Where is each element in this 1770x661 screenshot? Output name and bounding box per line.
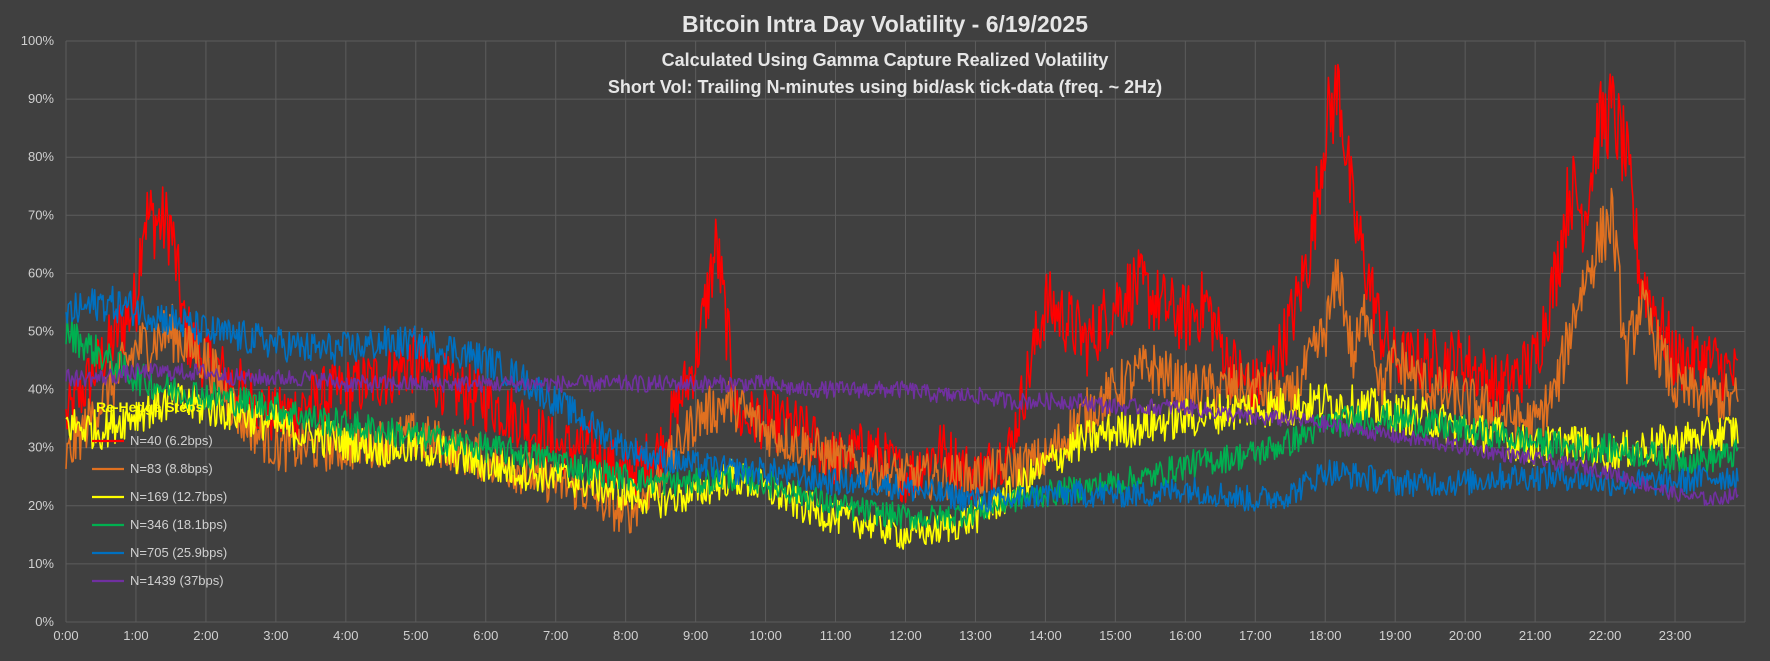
y-tick-label: 100% — [21, 33, 55, 48]
x-tick-label: 13:00 — [959, 628, 992, 643]
x-tick-label: 20:00 — [1449, 628, 1482, 643]
legend-label: N=83 (8.8bps) — [130, 461, 213, 476]
legend: Re-Hedge Steps N=40 (6.2bps) N=83 (8.8bps… — [92, 399, 227, 588]
x-tick-label: 12:00 — [889, 628, 922, 643]
x-tick-label: 15:00 — [1099, 628, 1132, 643]
series-line-n-83-8-8bps- — [65, 187, 1739, 534]
legend-label: N=1439 (37bps) — [130, 573, 224, 588]
grid-layer — [65, 40, 1746, 623]
series-line-n-346-18-1bps- — [65, 318, 1739, 530]
x-tick-label: 18:00 — [1309, 628, 1342, 643]
x-tick-label: 0:00 — [53, 628, 78, 643]
x-tick-label: 21:00 — [1519, 628, 1552, 643]
series-line-n-1439-37bps- — [65, 362, 1739, 507]
x-tick-label: 17:00 — [1239, 628, 1272, 643]
y-tick-label: 40% — [28, 382, 54, 397]
y-tick-label: 70% — [28, 207, 54, 222]
legend-items: N=40 (6.2bps) N=83 (8.8bps) N=169 (12.7bps… — [92, 433, 227, 588]
y-tick-label: 90% — [28, 91, 54, 106]
legend-label: N=169 (12.7bps) — [130, 489, 227, 504]
y-tick-label: 10% — [28, 556, 54, 571]
x-tick-label: 6:00 — [473, 628, 498, 643]
x-tick-label: 3:00 — [263, 628, 288, 643]
x-tick-label: 14:00 — [1029, 628, 1062, 643]
chart-title: Bitcoin Intra Day Volatility - 6/19/2025 — [682, 11, 1088, 37]
x-tick-label: 2:00 — [193, 628, 218, 643]
x-tick-label: 22:00 — [1589, 628, 1622, 643]
x-tick-label: 9:00 — [683, 628, 708, 643]
series-layer — [65, 63, 1739, 550]
legend-label: N=346 (18.1bps) — [130, 517, 227, 532]
x-tick-label: 7:00 — [543, 628, 568, 643]
legend-label: N=40 (6.2bps) — [130, 433, 213, 448]
y-tick-label: 20% — [28, 498, 54, 513]
x-tick-label: 16:00 — [1169, 628, 1202, 643]
y-tick-label: 60% — [28, 265, 54, 280]
axis-layer: 0% 10% 20% 30% 40% 50% 60% 70% 80% 90% 100% 0:00 1:0… — [21, 33, 1692, 643]
x-tick-label: 11:00 — [820, 628, 852, 643]
x-tick-label: 5:00 — [403, 628, 428, 643]
x-tick-label: 10:00 — [749, 628, 782, 643]
legend-title: Re-Hedge Steps — [96, 399, 204, 415]
x-tick-label: 4:00 — [333, 628, 358, 643]
x-tick-label: 1:00 — [123, 628, 148, 643]
x-tick-label: 19:00 — [1379, 628, 1412, 643]
x-tick-label: 8:00 — [613, 628, 638, 643]
y-tick-label: 30% — [28, 440, 54, 455]
legend-label: N=705 (25.9bps) — [130, 545, 227, 560]
y-tick-label: 0% — [35, 614, 54, 629]
y-tick-label: 50% — [28, 324, 54, 339]
y-tick-label: 80% — [28, 149, 54, 164]
series-line-n-705-25-9bps- — [65, 285, 1739, 513]
chart-subtitle: Calculated Using Gamma Capture Realized … — [662, 50, 1109, 70]
chart-subtitle-2: Short Vol: Trailing N-minutes using bid/… — [608, 77, 1162, 97]
x-tick-label: 23:00 — [1659, 628, 1692, 643]
